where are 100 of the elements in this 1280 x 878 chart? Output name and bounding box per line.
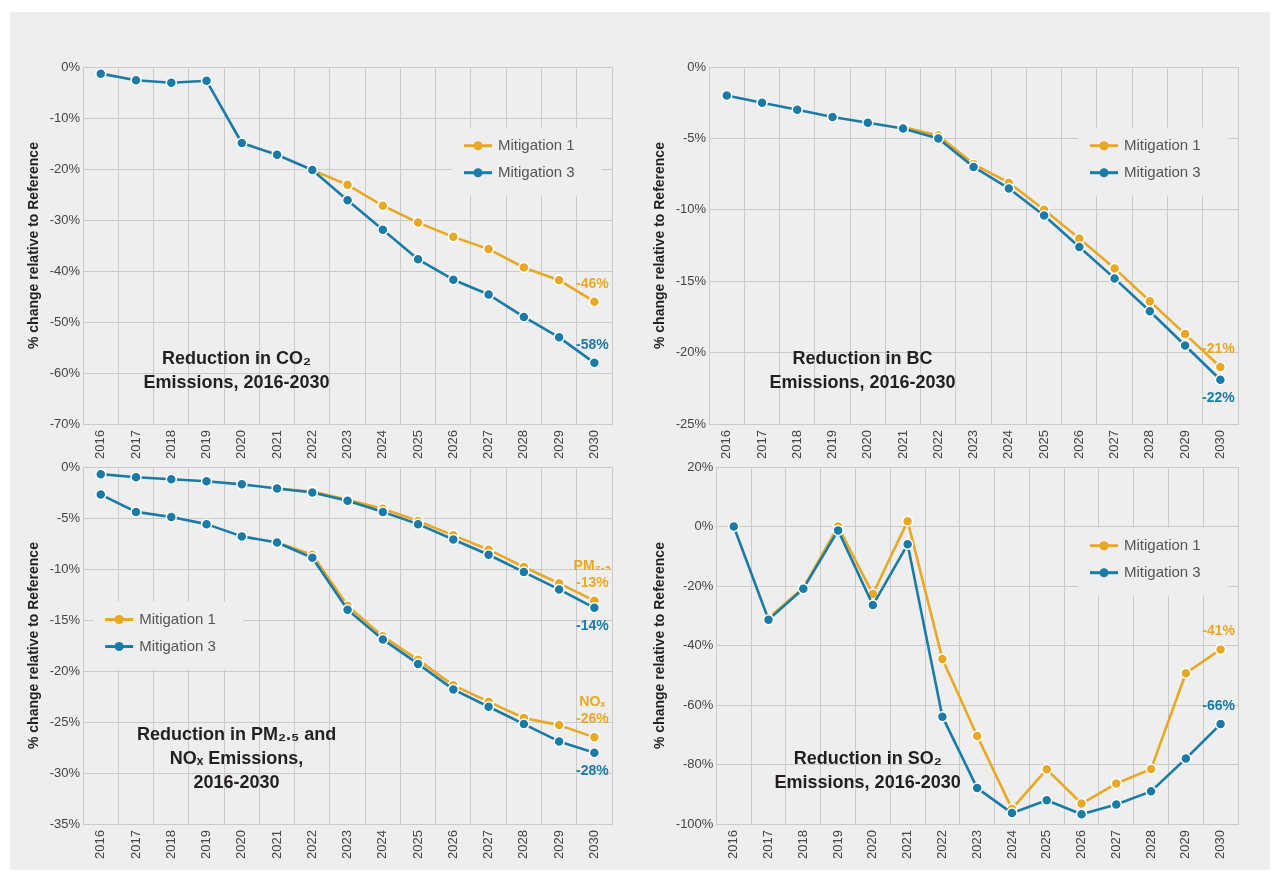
x-tick-label: 2027 — [480, 430, 496, 459]
point — [95, 488, 107, 501]
point — [482, 701, 495, 713]
x-tick-label: 2026 — [444, 830, 460, 859]
x-tick-label: 2017 — [760, 830, 776, 859]
annotation: -28% — [576, 761, 610, 778]
x-tick-label: 2017 — [753, 430, 769, 459]
point — [553, 719, 565, 731]
x-tick-label: 2018 — [794, 830, 810, 859]
point — [377, 223, 389, 236]
y-tick-label: 20% — [687, 458, 714, 474]
point — [1214, 374, 1227, 386]
y-tick-label: -5% — [57, 509, 81, 525]
y-tick-label: -20% — [683, 577, 714, 593]
point — [1180, 667, 1192, 679]
point — [1179, 339, 1191, 352]
y-axis-title: % change relative to Reference — [25, 141, 42, 350]
x-tick-label: 2029 — [1177, 830, 1193, 859]
point — [1075, 797, 1088, 810]
y-tick-label: -20% — [675, 344, 707, 360]
annotation: -46% — [576, 274, 610, 291]
x-tick-label: 2026 — [1073, 830, 1089, 859]
x-tick-label: 2026 — [1070, 430, 1086, 459]
y-tick-label: -35% — [49, 815, 81, 831]
point — [1075, 808, 1088, 821]
y-axis-title: % change relative to Reference — [651, 141, 668, 350]
x-tick-label: 2025 — [409, 830, 425, 859]
text: Reduction in BC Emissions, 2016-2030 — [769, 348, 956, 393]
y-axis-title: % change relative to Reference — [651, 541, 668, 750]
x-tick-label: 2018 — [162, 430, 178, 459]
point — [130, 74, 142, 87]
x-tick-label: 2030 — [585, 830, 601, 859]
y-tick-label: -50% — [49, 313, 81, 329]
point — [1214, 643, 1227, 656]
x-tick-label: 2030 — [1211, 430, 1227, 459]
point — [165, 511, 178, 523]
annotation: PM₂.₅ -13% — [573, 556, 612, 590]
point — [236, 137, 248, 149]
point — [377, 200, 389, 212]
y-tick-label: -70% — [49, 415, 81, 431]
y-tick-label: 0% — [694, 518, 714, 534]
point — [1006, 807, 1018, 819]
x-tick-label: 2028 — [515, 830, 531, 859]
x-tick-label: 2019 — [198, 430, 214, 459]
annotation: NOₓ -26% — [576, 693, 610, 727]
point — [1179, 328, 1191, 340]
x-tick-label: 2028 — [1142, 830, 1158, 859]
legend-label: Mitigation 3 — [1124, 562, 1201, 580]
point — [791, 104, 804, 116]
x-tick-label: 2021 — [268, 830, 284, 859]
point — [518, 261, 530, 274]
text: Reduction in PM₂.₅ and NOₓ Emissions, 2016-2030 — [136, 724, 337, 793]
x-tick-label: 2020 — [859, 430, 875, 459]
point — [553, 331, 565, 344]
y-tick-label: -10% — [49, 560, 81, 576]
point — [826, 111, 839, 123]
x-tick-label: 2023 — [968, 830, 984, 859]
x-tick-label: 2022 — [933, 830, 949, 859]
point — [412, 253, 424, 266]
y-tick-label: -15% — [675, 272, 707, 288]
point — [1038, 209, 1050, 222]
point — [1040, 794, 1053, 807]
point — [130, 506, 142, 518]
x-tick-label: 2019 — [824, 430, 840, 459]
point — [1144, 295, 1156, 307]
x-tick-label: 2030 — [1212, 830, 1228, 859]
point — [341, 194, 354, 206]
x-tick-label: 2016 — [92, 430, 108, 459]
y-tick-label: -20% — [49, 662, 81, 678]
legend-label: Mitigation 1 — [498, 135, 575, 153]
point — [482, 548, 495, 561]
point — [482, 288, 495, 301]
y-tick-label: -25% — [49, 713, 81, 729]
y-tick-label: -10% — [49, 109, 81, 125]
text: Reduction in CO₂ Emissions, 2016-2030 — [143, 348, 330, 393]
y-tick-label: -40% — [49, 262, 81, 278]
x-tick-label: 2016 — [92, 830, 108, 859]
point — [588, 602, 601, 614]
point — [1003, 182, 1015, 195]
x-tick-label: 2022 — [303, 830, 319, 859]
y-axis-title: % change relative to Reference — [25, 541, 42, 750]
y-tick-label: -40% — [683, 637, 714, 653]
point — [936, 653, 949, 665]
point — [447, 683, 460, 696]
point — [1108, 272, 1121, 285]
x-tick-label: 2025 — [409, 430, 425, 459]
point — [1144, 305, 1156, 317]
x-tick-label: 2019 — [829, 830, 845, 859]
y-tick-label: -30% — [49, 211, 81, 227]
y-tick-label: -30% — [49, 764, 81, 780]
x-tick-label: 2020 — [864, 830, 880, 859]
point — [553, 274, 565, 286]
point — [165, 473, 178, 485]
point — [1214, 718, 1227, 730]
x-tick-label: 2028 — [1141, 430, 1157, 459]
x-tick-label: 2020 — [233, 430, 249, 459]
point — [588, 746, 601, 759]
point — [553, 735, 565, 748]
y-tick-label: -15% — [49, 611, 81, 627]
x-tick-label: 2029 — [550, 830, 566, 859]
